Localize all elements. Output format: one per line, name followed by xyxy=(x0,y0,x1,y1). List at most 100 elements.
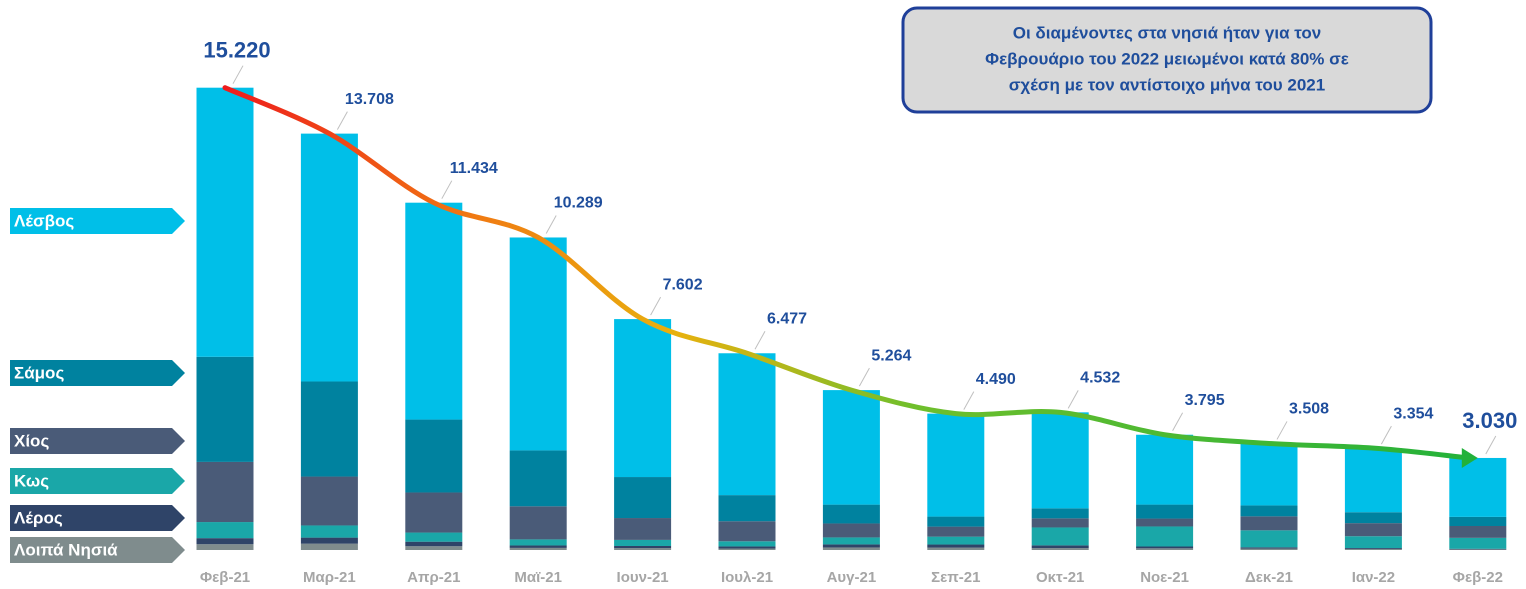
total-label: 4.532 xyxy=(1080,370,1120,387)
legend-label: Κως xyxy=(14,471,49,490)
x-tick-label: Φεβ-22 xyxy=(1453,569,1503,586)
legend-label: Λέσβος xyxy=(14,211,74,230)
bar-segment xyxy=(1449,537,1507,549)
bar-segment xyxy=(927,536,985,545)
bar-segment xyxy=(1031,545,1089,549)
bar-segment xyxy=(300,133,358,382)
x-tick-label: Ιαν-22 xyxy=(1352,569,1395,586)
x-tick-label: Φεβ-21 xyxy=(200,569,250,586)
bar-segment xyxy=(1449,457,1507,517)
total-label: 3.030 xyxy=(1462,408,1517,433)
bar-segment xyxy=(718,548,776,550)
bar-segment xyxy=(1344,512,1402,524)
bar-segment xyxy=(509,450,567,507)
total-label: 6.477 xyxy=(767,310,807,327)
bar-segment xyxy=(1449,516,1507,527)
bar-segment xyxy=(927,516,985,527)
bar-segment xyxy=(718,495,776,522)
bar-segment xyxy=(718,521,776,542)
bar-segment xyxy=(927,544,985,548)
total-label: 3.795 xyxy=(1185,392,1225,409)
leader-line xyxy=(1485,435,1497,455)
bar-segment xyxy=(300,537,358,544)
bar-segment xyxy=(822,544,880,548)
bar-segment xyxy=(196,87,254,357)
bar-segment xyxy=(614,477,672,519)
x-tick-label: Δεκ-21 xyxy=(1245,569,1293,586)
legend-tab xyxy=(10,360,185,386)
bar-segment xyxy=(1344,523,1402,537)
leader-line xyxy=(336,111,348,130)
annotation-line: Οι διαμένοντες στα νησιά ήταν για τον xyxy=(1013,23,1321,42)
bar-segment xyxy=(1136,546,1194,549)
legend-tab xyxy=(10,428,185,454)
bar-segment xyxy=(1344,548,1402,550)
bar-segment xyxy=(509,506,567,540)
bar-segment xyxy=(718,546,776,549)
legend-label: Λέρος xyxy=(14,508,63,527)
bar-segment xyxy=(1031,412,1089,509)
bar-segment xyxy=(614,319,672,478)
annotation-line: Φεβρουάριο του 2022 μειωμένοι κατά 80% σ… xyxy=(985,49,1349,68)
total-label: 4.490 xyxy=(976,371,1016,388)
bar-segment xyxy=(1240,548,1298,550)
bar-segment xyxy=(718,541,776,547)
bar-segment xyxy=(927,413,985,517)
leader-line xyxy=(1172,412,1184,431)
bar-segment xyxy=(405,546,463,550)
bar-segment xyxy=(822,537,880,545)
x-tick-label: Μαϊ-21 xyxy=(514,569,562,586)
bar-segment xyxy=(614,539,672,546)
leader-line xyxy=(754,331,766,350)
bar-segment xyxy=(405,492,463,533)
bar-segment xyxy=(1136,548,1194,550)
x-tick-label: Σεπ-21 xyxy=(931,569,980,586)
legend-label: Λοιπά Νησιά xyxy=(14,540,118,559)
x-tick-label: Νοε-21 xyxy=(1140,569,1189,586)
bar-segment xyxy=(405,541,463,547)
bar-segment xyxy=(614,548,672,550)
bar-segment xyxy=(196,544,254,550)
bar-segment xyxy=(196,461,254,523)
bar-segment xyxy=(509,547,567,550)
bar-segment xyxy=(1136,518,1194,527)
bar-segment xyxy=(1449,549,1507,550)
bar-segment xyxy=(300,525,358,538)
leader-line xyxy=(650,296,662,316)
leader-line xyxy=(858,367,870,387)
bar-segment xyxy=(1031,527,1089,546)
bar-segment xyxy=(405,532,463,542)
leader-line xyxy=(441,180,453,199)
total-label: 7.602 xyxy=(663,276,703,293)
total-label: 3.508 xyxy=(1289,401,1329,418)
annotation-box xyxy=(901,6,1433,114)
bar-segment xyxy=(1240,443,1298,506)
total-label: 11.434 xyxy=(450,160,498,177)
x-tick-label: Οκτ-21 xyxy=(1036,569,1084,586)
x-tick-label: Αυγ-21 xyxy=(827,569,877,586)
bar-segment xyxy=(405,202,463,420)
bar-segment xyxy=(1240,505,1298,517)
total-label: 10.289 xyxy=(554,195,603,212)
bar-segment xyxy=(405,419,463,493)
bar-segment xyxy=(1136,434,1194,505)
bar-segment xyxy=(196,538,254,545)
leader-line xyxy=(1067,390,1079,409)
bar-segment xyxy=(822,504,880,524)
bar-segment xyxy=(1344,536,1402,549)
legend-tab xyxy=(10,537,185,563)
bar-segment xyxy=(1031,508,1089,519)
leader-line xyxy=(1380,425,1392,445)
leader-line xyxy=(232,65,244,84)
bar-segment xyxy=(1240,530,1298,548)
legend-tab xyxy=(10,208,185,234)
leader-line xyxy=(963,391,975,410)
bar-segment xyxy=(718,353,776,496)
bar-segment xyxy=(1240,547,1298,549)
leader-line xyxy=(545,215,557,234)
total-label: 3.354 xyxy=(1393,405,1433,422)
bar-segment xyxy=(196,522,254,539)
x-tick-label: Ιουλ-21 xyxy=(721,569,773,586)
trend-line xyxy=(222,85,1473,461)
